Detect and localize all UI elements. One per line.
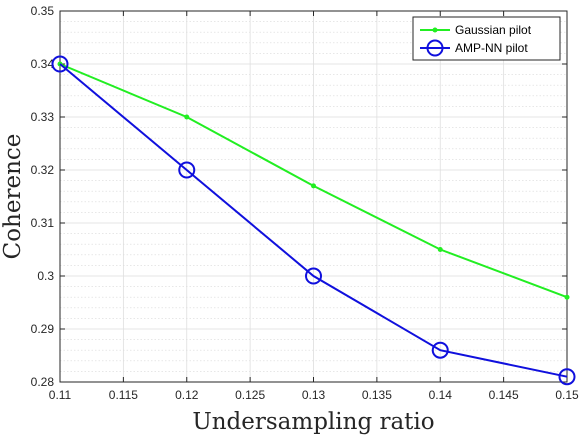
data-point bbox=[51, 55, 69, 73]
x-tick-label: 0.145 bbox=[489, 388, 519, 402]
legend-box bbox=[412, 16, 561, 61]
data-point bbox=[437, 247, 443, 252]
y-tick-label: 0.35 bbox=[31, 4, 55, 18]
x-tick-label: 0.14 bbox=[429, 388, 453, 402]
legend-label: Gaussian pilot bbox=[455, 23, 532, 37]
x-tick-label: 0.13 bbox=[302, 388, 326, 402]
x-tick-label: 0.135 bbox=[362, 388, 392, 402]
y-tick-label: 0.34 bbox=[31, 57, 55, 71]
data-point bbox=[311, 183, 316, 189]
y-axis-label: Coherence bbox=[0, 134, 26, 260]
grid bbox=[59, 10, 568, 383]
data-point bbox=[564, 294, 570, 300]
series-layer bbox=[51, 55, 576, 386]
y-tick-label: 0.31 bbox=[31, 216, 55, 230]
y-tick-label: 0.3 bbox=[37, 269, 54, 283]
legend: Gaussian pilot AMP-NN pilot bbox=[412, 16, 561, 61]
data-point bbox=[431, 341, 449, 359]
series-line bbox=[59, 63, 568, 378]
y-tick-label: 0.33 bbox=[31, 110, 55, 124]
data-point bbox=[178, 161, 196, 179]
y-tick-label: 0.29 bbox=[31, 322, 55, 336]
x-tick-label: 0.125 bbox=[235, 388, 265, 402]
x-tick-label: 0.115 bbox=[109, 388, 138, 402]
legend-label: AMP-NN pilot bbox=[455, 41, 528, 55]
x-tick-label: 0.12 bbox=[175, 388, 199, 402]
x-tick-label: 0.11 bbox=[49, 388, 72, 402]
y-tick-label: 0.32 bbox=[31, 163, 55, 177]
x-axis-label: Undersampling ratio bbox=[192, 409, 434, 435]
data-point bbox=[184, 114, 190, 120]
data-point bbox=[558, 368, 576, 386]
axis-ticks: 0.11 0.115 0.12 0.125 0.13 0.135 0.14 0.145 0.15… bbox=[31, 4, 579, 402]
y-tick-label: 0.28 bbox=[31, 375, 55, 389]
data-point bbox=[305, 267, 322, 285]
legend-marker bbox=[426, 39, 444, 57]
legend-marker bbox=[432, 27, 438, 33]
x-tick-label: 0.15 bbox=[555, 388, 579, 402]
